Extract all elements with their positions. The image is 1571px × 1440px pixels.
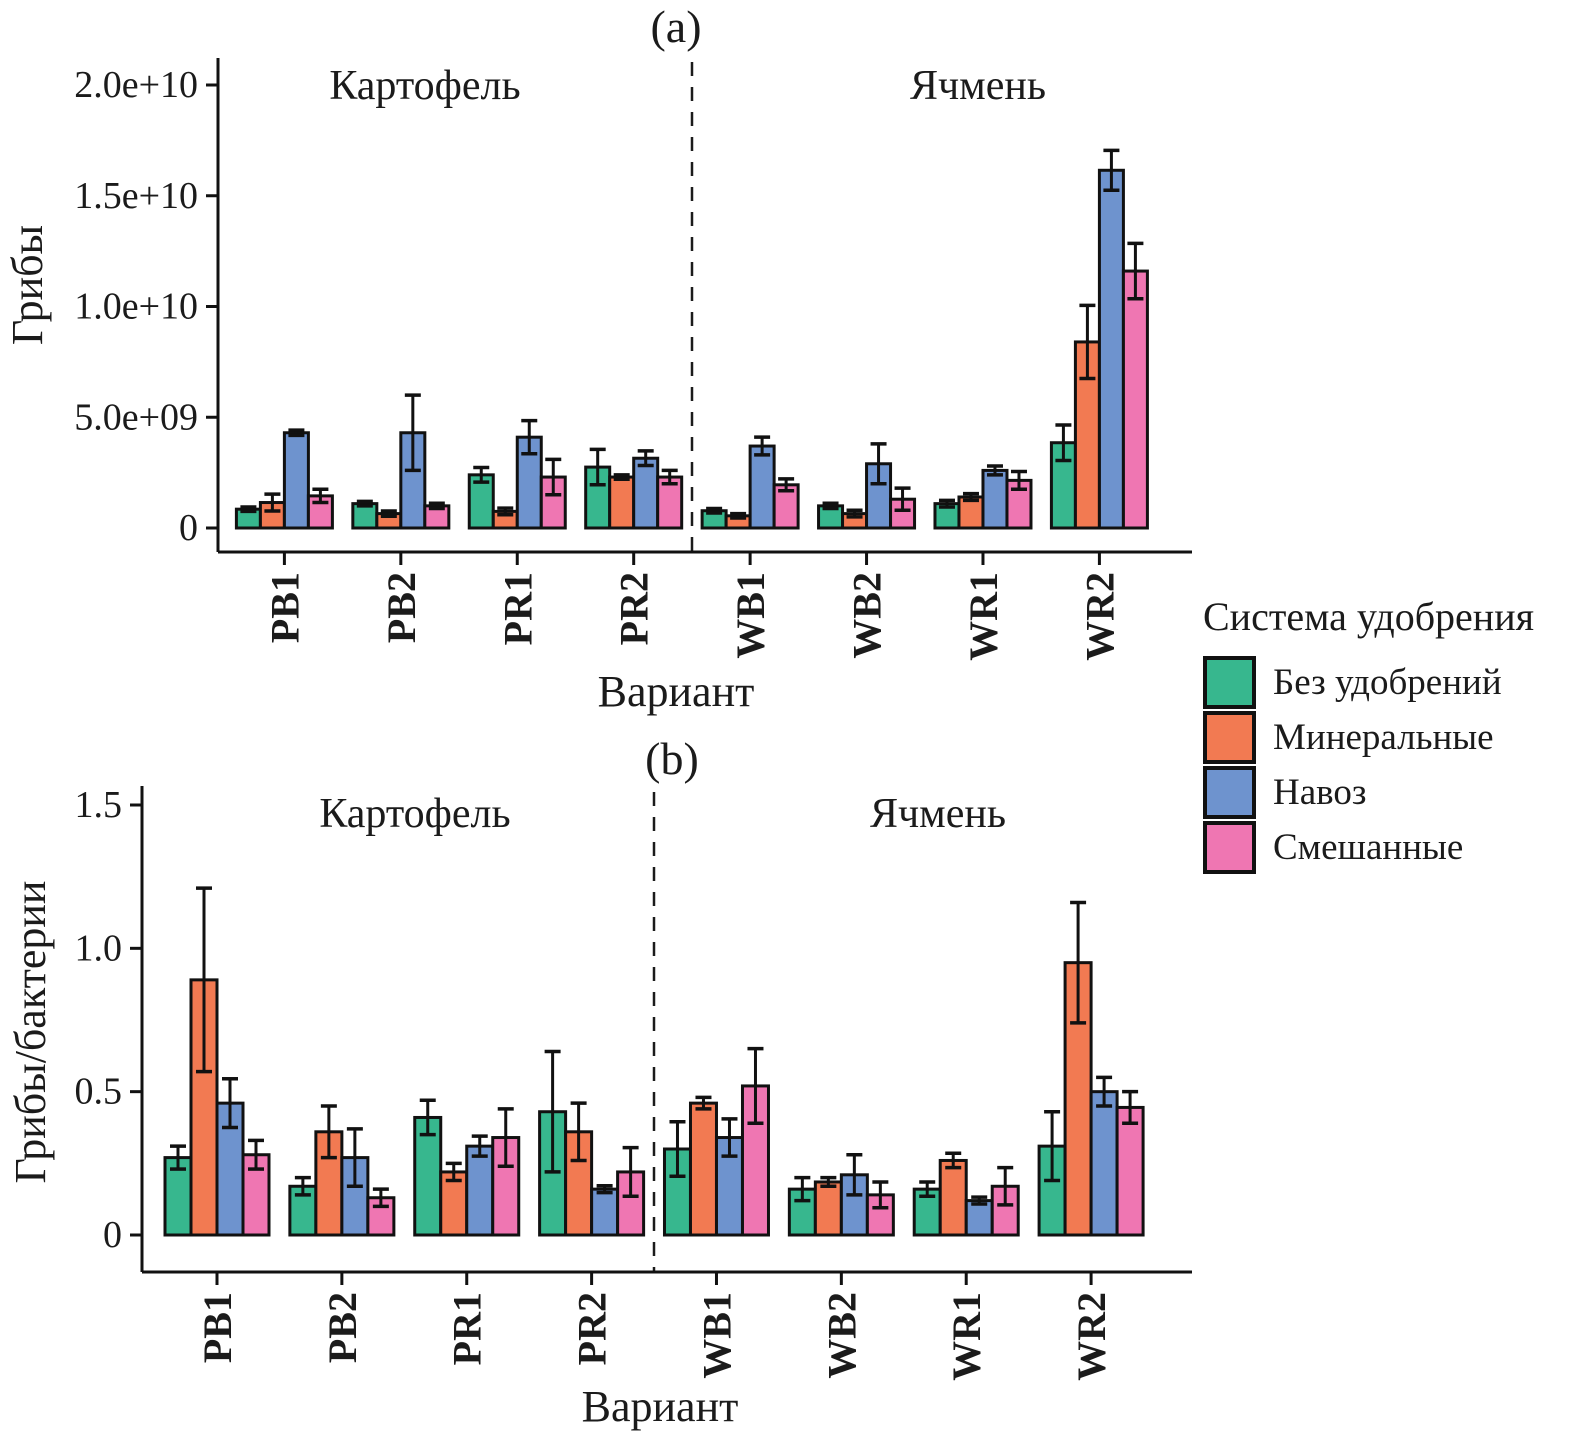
bar	[590, 1187, 620, 1237]
x-tick-label: PB2	[320, 1292, 365, 1363]
bar	[465, 1144, 495, 1237]
x-tick-label: PB2	[379, 572, 424, 643]
bar	[1089, 1090, 1119, 1237]
panel-a-xlabel: Вариант	[598, 667, 755, 716]
legend-swatch-mineral	[1203, 711, 1256, 764]
legend-label: Без удобрений	[1273, 662, 1502, 703]
panel-b-ylabel: Грибы/бактерии	[6, 881, 55, 1184]
bar	[366, 1196, 396, 1237]
panel-a-section-potato: Картофель	[329, 63, 520, 109]
panel-b-title: (b)	[645, 733, 699, 784]
bar	[839, 1173, 869, 1237]
bar	[656, 475, 684, 530]
x-tick-label: WR1	[944, 1292, 989, 1381]
x-tick-label: PR1	[495, 572, 540, 645]
legend-title: Система удобрения	[1203, 594, 1535, 639]
legend-label: Минеральные	[1273, 717, 1494, 758]
panel-a-section-barley: Ячмень	[910, 63, 1046, 109]
bar	[1115, 1105, 1145, 1237]
y-tick-label: 5.0e+09	[74, 396, 198, 438]
bar	[314, 1130, 344, 1237]
panel-b-xlabel: Вариант	[582, 1382, 739, 1431]
x-tick-label: WR2	[1077, 572, 1122, 661]
x-tick-label: WR2	[1069, 1292, 1114, 1381]
y-tick-label: 1.5	[75, 784, 123, 826]
legend-swatch-mixed	[1203, 821, 1256, 874]
x-tick-label: WB1	[728, 572, 773, 659]
x-tick-label: PR2	[570, 1292, 615, 1365]
x-tick-label: PR2	[612, 572, 657, 645]
y-tick-label: 0	[179, 507, 198, 549]
y-tick-label: 1.0e+10	[74, 286, 198, 328]
x-tick-label: WB2	[845, 572, 890, 659]
legend-item: Минеральные	[1203, 711, 1571, 764]
panel-b-section-barley: Ячмень	[870, 791, 1006, 837]
x-tick-label: WB2	[819, 1292, 864, 1379]
x-tick-label: WR1	[961, 572, 1006, 661]
x-tick-label: PB1	[262, 572, 307, 643]
y-tick-label: 1.5e+10	[74, 175, 198, 217]
bar	[938, 1158, 968, 1237]
x-tick-label: WB1	[694, 1292, 739, 1379]
legend-swatch-manure	[1203, 766, 1256, 819]
bar	[608, 475, 636, 530]
panel-a-title: (a)	[650, 1, 701, 52]
bar	[282, 431, 310, 530]
bar	[688, 1101, 718, 1237]
x-tick-label: PR1	[445, 1292, 490, 1365]
bar	[1097, 168, 1125, 530]
legend-item: Навоз	[1203, 766, 1571, 819]
y-tick-label: 1.0	[75, 927, 123, 969]
panel-b-section-potato: Картофель	[319, 791, 510, 837]
legend: Система удобрения Без удобрений Минераль…	[1203, 594, 1571, 876]
x-tick-label: PB1	[195, 1292, 240, 1363]
panel-a-ylabel: Грибы	[3, 225, 52, 345]
y-tick-label: 0	[103, 1214, 122, 1256]
bar	[413, 1115, 443, 1237]
bar	[813, 1180, 843, 1237]
bar	[748, 444, 776, 530]
bar	[981, 468, 1009, 530]
bar	[632, 456, 660, 530]
legend-label: Смешанные	[1273, 827, 1464, 868]
y-tick-label: 0.5	[75, 1071, 123, 1113]
legend-item: Без удобрений	[1203, 656, 1571, 709]
bar	[1121, 269, 1149, 530]
legend-label: Навоз	[1273, 772, 1367, 813]
legend-item: Смешанные	[1203, 821, 1571, 874]
y-tick-label: 2.0e+10	[74, 64, 198, 106]
legend-swatch-no-fertilizer	[1203, 656, 1256, 709]
